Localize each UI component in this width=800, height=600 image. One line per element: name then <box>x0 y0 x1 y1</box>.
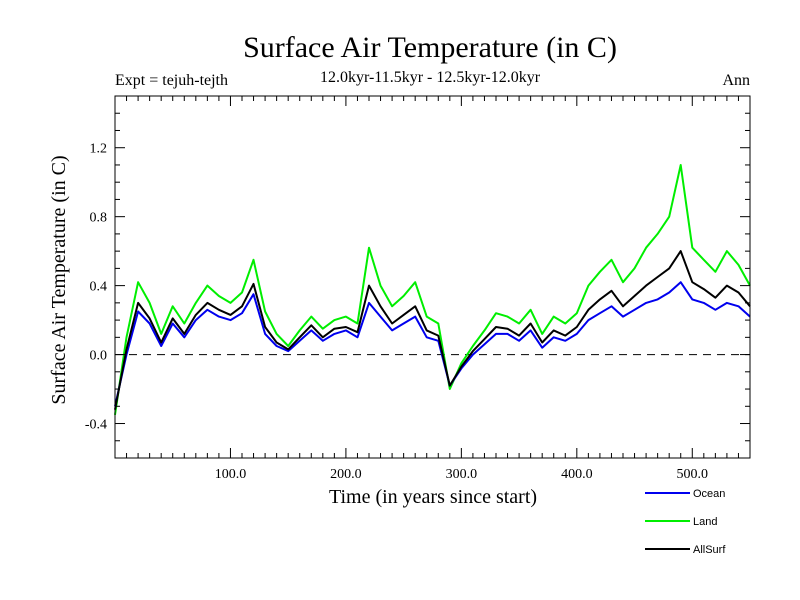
series-line-allsurf <box>114 250 751 410</box>
y-tick-label: 1.2 <box>90 142 108 157</box>
x-tick-label: 400.0 <box>561 467 593 482</box>
y-tick-label: 0.8 <box>90 211 108 226</box>
season-label: Ann <box>722 72 750 89</box>
x-tick-label: 100.0 <box>215 467 247 482</box>
series-layer <box>114 164 751 416</box>
x-axis-label: Time (in years since start) <box>329 486 537 508</box>
y-tick-label: 0.0 <box>90 349 108 364</box>
legend: Ocean Land AllSurf <box>645 488 726 556</box>
x-tick-label: 500.0 <box>677 467 709 482</box>
y-axis-label: Surface Air Temperature (in C) <box>48 155 70 404</box>
x-tick-label: 300.0 <box>446 467 478 482</box>
series-line-land <box>114 164 751 416</box>
chart-title: Surface Air Temperature (in C) <box>243 31 617 64</box>
series-line-ocean <box>114 281 751 407</box>
legend-label-ocean: Ocean <box>693 488 725 500</box>
x-tick-label: 200.0 <box>330 467 362 482</box>
legend-label-allsurf: AllSurf <box>693 544 726 556</box>
legend-label-land: Land <box>693 516 717 528</box>
axes-layer: 100.0 200.0 300.0 400.0 500.0 -0.4 0.0 0.4 0.8 1.… <box>85 95 751 482</box>
experiment-label: Expt = tejuh-tejth <box>115 72 228 89</box>
chart-subtitle: 12.0kyr-11.5kyr - 12.5kyr-12.0kyr <box>320 69 541 86</box>
plot-frame <box>114 95 751 459</box>
y-tick-label: -0.4 <box>85 418 107 433</box>
y-tick-label: 0.4 <box>90 280 108 295</box>
